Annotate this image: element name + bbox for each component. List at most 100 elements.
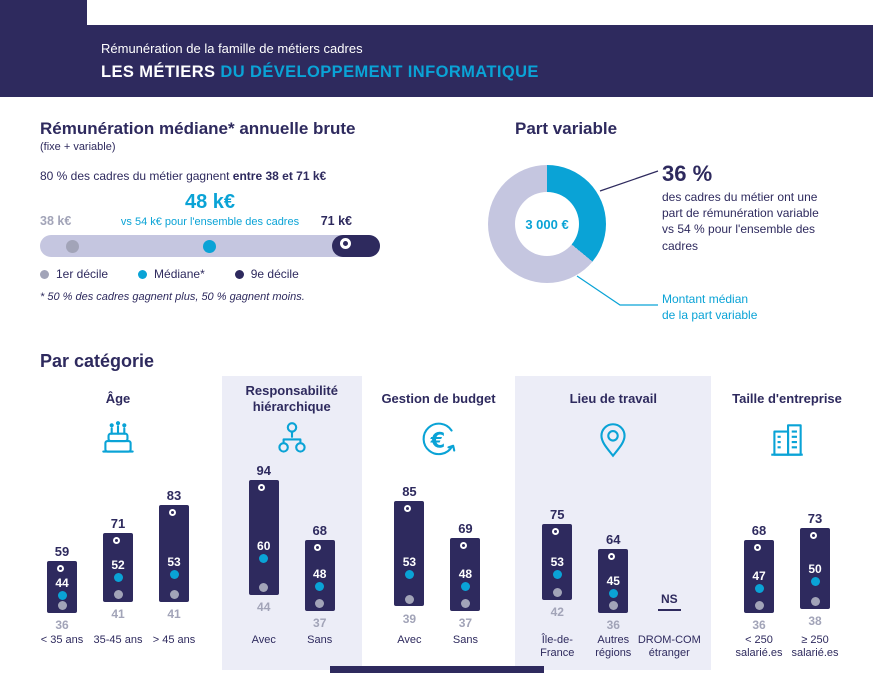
median-marker [404, 570, 414, 580]
decile1-value: 39 [402, 611, 417, 626]
median-value: 60 [257, 539, 271, 554]
decile9-value: 64 [606, 532, 621, 547]
median-marker [169, 570, 179, 580]
median-section-subtitle: (fixe + variable) [40, 141, 116, 153]
range-bar [394, 500, 425, 607]
range-sentence-bold: entre 38 et 71 k€ [232, 169, 327, 183]
legend-item-decile9: 9e décile [234, 267, 299, 281]
decile1-marker [57, 601, 67, 611]
median-footnote: * 50 % des cadres gagnent plus, 50 % gag… [40, 291, 305, 303]
median-marker [552, 570, 562, 580]
decile9-value: 73 [807, 511, 823, 527]
header-band: Rémunération de la famille de métiers ca… [87, 25, 873, 97]
bar-column: 68 48 37 Sans [292, 464, 348, 662]
decile9-marker [753, 543, 761, 551]
bar-label: < 250 salarié.es [735, 634, 783, 660]
bar-column: 68 47 36 < 250 salarié.es [731, 464, 787, 662]
euro-icon: € [381, 416, 495, 464]
bar-column: NS DROM-COM étranger [638, 464, 701, 662]
median-value: 53 [402, 555, 417, 570]
range-bar [159, 505, 189, 602]
bar-row: 94 60 44 Avec 68 48 37 Sans [236, 463, 348, 662]
decile9-marker [112, 536, 120, 544]
bar-column: 94 60 44 Avec [236, 463, 292, 662]
median-value: 53 [167, 555, 181, 570]
category-header: Âge [105, 390, 131, 406]
median-marker [608, 588, 618, 598]
decile9-legend-dot-icon [234, 269, 244, 279]
decile9-dot [340, 238, 351, 249]
median-marker [754, 584, 764, 594]
decile1-dot [66, 239, 79, 253]
decile9-marker [403, 504, 411, 512]
bar-label: Sans [307, 634, 333, 646]
part-variable-description: des cadres du métier ont une part de rém… [662, 190, 819, 253]
map-pin-icon [529, 416, 697, 464]
range-bar [450, 537, 481, 612]
median-marker [259, 554, 269, 564]
median-value: 44 [55, 576, 69, 590]
decile1-marker [113, 589, 123, 599]
decile9-value: 68 [751, 522, 767, 538]
legend-label: 9e décile [250, 267, 299, 281]
legend-item-median: Médiane* [138, 267, 205, 281]
category-header: Taille d'entreprise [732, 390, 842, 406]
median-marker [315, 581, 325, 591]
bar-column: 64 45 36 Autres régions [585, 464, 641, 662]
page-title-accent: DU DÉVELOPPEMENT INFORMATIQUE [220, 62, 539, 81]
bar-row: 59 44 36 < 35 ans 71 52 41 35-45 ans 83 53 41 > 45 … [34, 464, 202, 662]
bar-column: 59 44 36 < 35 ans [34, 464, 90, 662]
decile9-marker [551, 527, 559, 535]
category-header: Responsabilité hiérarchique [245, 382, 338, 414]
legend-label: Médiane* [154, 267, 205, 281]
decile1-value: 41 [167, 606, 181, 621]
range-bar [248, 480, 279, 595]
decile9-value: 59 [54, 543, 70, 559]
decile-legend: 1er décile Médiane* 9e décile [40, 267, 480, 281]
bar-label: < 35 ans [40, 634, 84, 646]
bar-row: 85 53 39 Avec 69 48 37 Sans [381, 464, 495, 662]
bar-row: 75 53 42 Île-de- France 64 45 36 Autres régions… [529, 464, 701, 662]
donut-center-value: 3 000 € [515, 192, 579, 256]
decile1-value: 36 [55, 618, 69, 633]
building-icon [731, 416, 843, 464]
range-bar [800, 528, 830, 609]
range-track-end [332, 235, 380, 257]
decile9-marker [56, 564, 64, 572]
decile1-marker [552, 587, 562, 597]
svg-text:€: € [429, 428, 445, 452]
decile1-value: 42 [550, 604, 564, 619]
decile9-marker [459, 541, 467, 549]
median-big-value: 48 k€ [184, 191, 236, 213]
range-bar [744, 539, 774, 614]
decile-range-chart: 48 k€ vs 54 k€ pour l'ensemble des cadre… [40, 191, 380, 259]
donut-chart-wrap: 3 000 € [488, 165, 606, 283]
legend-item-decile1: 1er décile [40, 267, 108, 281]
ns-value: NS [641, 592, 697, 611]
median-comparison-text: vs 54 k€ pour l'ensemble des cadres [120, 216, 300, 228]
bar-label: > 45 ans [152, 634, 196, 646]
part-variable-percentage: 36 % [662, 161, 713, 186]
part-variable-section: Part variable 3 000 € 36 % des cadres du… [480, 119, 833, 345]
decile1-value: 37 [313, 616, 327, 631]
bar-label: 35-45 ans [93, 634, 143, 646]
part-variable-title: Part variable [515, 119, 618, 138]
median-legend-dot-icon [138, 269, 148, 279]
decile1-value: 44 [257, 600, 271, 614]
decile1-marker [315, 599, 325, 609]
bar-label: Avec [251, 634, 276, 646]
median-value: 48 [313, 566, 327, 581]
decile1-marker [169, 589, 179, 599]
decile9-marker [314, 543, 322, 551]
range-sentence-prefix: 80 % des cadres du métier gagnent [40, 169, 233, 183]
bar-column: 69 48 37 Sans [437, 464, 493, 662]
decile9-value: 83 [166, 488, 182, 504]
category-group: Taille d'entreprise 68 47 36 < 250 salarié.e… [727, 376, 847, 670]
decile1-marker [810, 596, 820, 606]
median-value: 52 [111, 557, 125, 572]
decile1-marker [259, 583, 269, 592]
decile1-value: 41 [111, 606, 125, 621]
part-variable-callout: Montant médian de la part variable [662, 292, 758, 322]
footer-bar [330, 666, 544, 673]
median-remuneration-section: Rémunération médiane* annuelle brute (fi… [40, 119, 480, 345]
